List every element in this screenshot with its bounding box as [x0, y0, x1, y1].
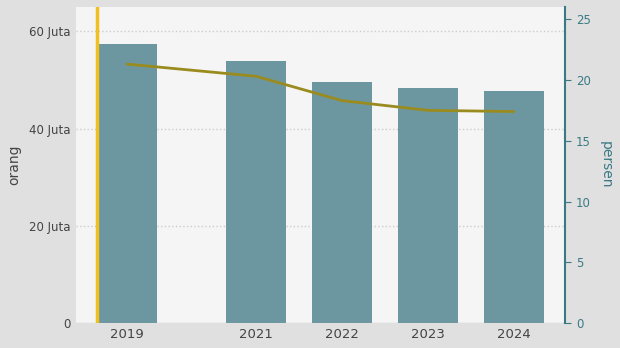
Bar — [226, 62, 286, 323]
Bar — [97, 45, 157, 323]
Y-axis label: persen: persen — [599, 141, 613, 189]
Bar — [312, 82, 372, 323]
Bar — [398, 88, 458, 323]
Bar — [484, 90, 544, 323]
Y-axis label: orang: orang — [7, 145, 21, 185]
